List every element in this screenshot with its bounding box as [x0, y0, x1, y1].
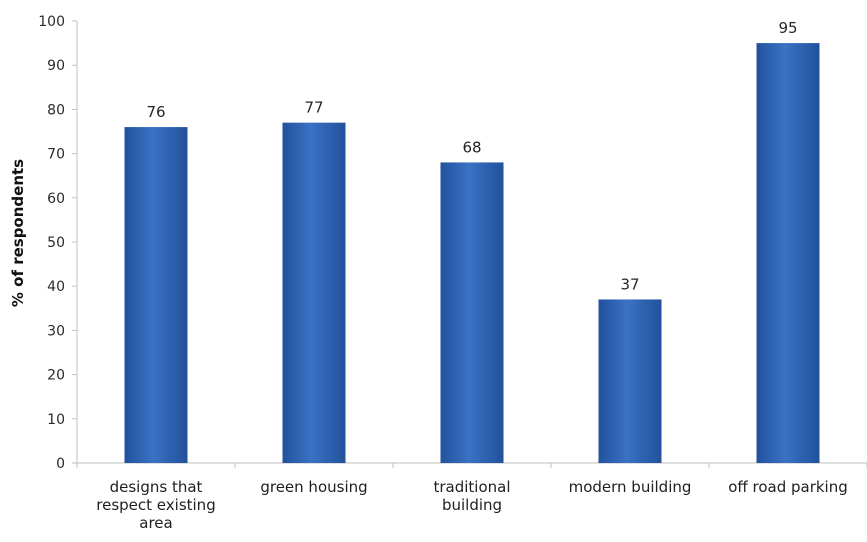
y-tick-label: 20 [47, 368, 65, 384]
axes: 0 10 20 30 40 50 60 70 80 90 100 [38, 14, 867, 472]
data-label: 95 [778, 19, 797, 37]
x-category-label: designs that respect existing area [96, 478, 215, 532]
y-tick-label: 60 [47, 191, 65, 207]
bars [124, 43, 820, 463]
labels: 76 designs that respect existing area 77 gree… [96, 19, 847, 532]
x-category-label: green housing [260, 478, 367, 496]
y-tick-label: 0 [56, 456, 65, 472]
x-category-label: modern building [569, 478, 692, 496]
y-tick-label: 90 [47, 58, 65, 74]
bar [756, 43, 820, 463]
bar [282, 122, 346, 463]
y-tick-label: 70 [47, 147, 65, 163]
data-label: 68 [462, 138, 481, 156]
bar [440, 162, 504, 463]
y-axis-title: % of respondents [9, 159, 27, 307]
y-tick-label: 30 [47, 323, 65, 339]
y-tick-label: 10 [47, 412, 65, 428]
data-label: 37 [620, 275, 639, 293]
bar [598, 299, 662, 463]
x-category-label: traditional building [433, 478, 510, 514]
y-tick-label: 100 [38, 14, 65, 30]
y-tick-label: 80 [47, 102, 65, 118]
data-label: 77 [304, 99, 323, 117]
y-tick-label: 40 [47, 279, 65, 295]
x-category-label: off road parking [728, 478, 848, 496]
bar [124, 127, 188, 463]
data-label: 76 [146, 103, 165, 121]
y-tick-label: 50 [47, 235, 65, 251]
